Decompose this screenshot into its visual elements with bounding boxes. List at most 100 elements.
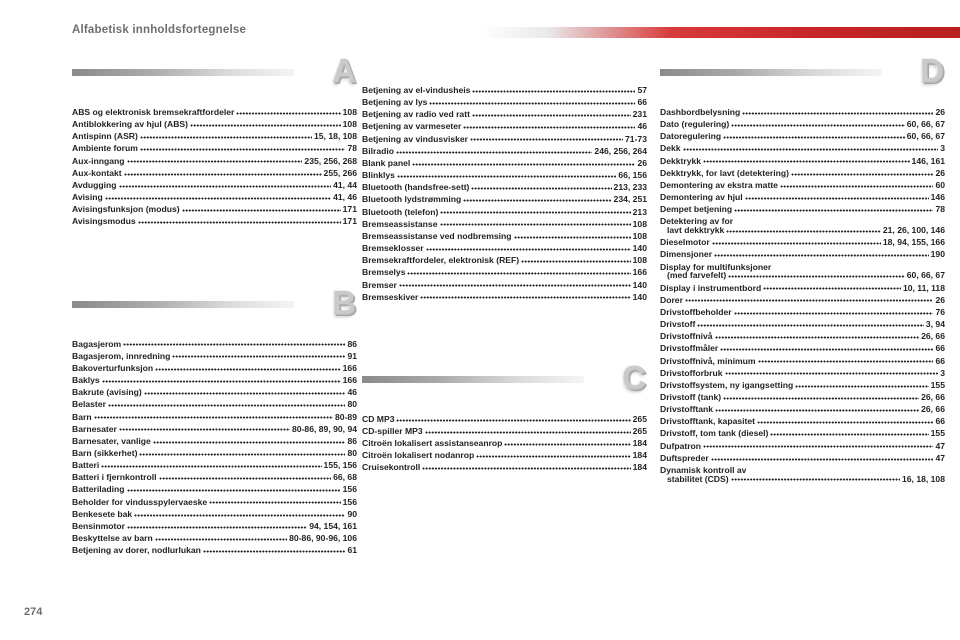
- index-entry: Dorer 26: [660, 294, 945, 305]
- leader-dots: [190, 120, 341, 128]
- index-entry-page: 94, 154, 161: [309, 520, 357, 531]
- leader-dots: [93, 413, 334, 421]
- index-entry: Antiblokkering av hjul (ABS) 108: [72, 120, 357, 129]
- leader-dots: [202, 546, 346, 554]
- index-entry-label: Duftspreder: [660, 452, 709, 463]
- index-entry-page: 184: [632, 450, 647, 461]
- leader-dots: [398, 281, 631, 289]
- index-entry: Drivstoffbeholder 76: [660, 308, 945, 317]
- index-entry-page: 41, 44: [333, 179, 357, 190]
- leader-dots: [425, 244, 631, 252]
- index-entry: Duftspreder 47: [660, 452, 945, 463]
- index-entry: Dekktrykk 146, 161: [660, 155, 945, 166]
- index-entry-label: Dashbordbelysning: [660, 107, 741, 117]
- index-entry-label: Bagasjerom: [72, 338, 122, 349]
- index-entry-label: Bluetooth (telefon): [362, 206, 439, 217]
- index-entry: Ambiente forum 78: [72, 144, 357, 153]
- index-entry-label: Dorer: [660, 294, 683, 305]
- leader-dots: [158, 474, 332, 482]
- index-entry: Drivstoffnivå, minimum 66: [660, 355, 945, 366]
- index-entry-label: Dempet betjening: [660, 204, 733, 215]
- leader-dots: [137, 218, 341, 226]
- index-entry-page: 166: [342, 375, 357, 386]
- leader-dots: [471, 111, 631, 119]
- index-entry-label: Barn: [72, 411, 92, 422]
- leader-dots: [126, 486, 341, 494]
- index-entry-page: 140: [632, 291, 647, 302]
- index-entry: Drivstoff, tom tank (diesel) 155: [660, 429, 945, 438]
- index-entry-page: 26: [637, 157, 647, 168]
- index-entry-page: 66: [637, 97, 647, 108]
- index-entry-page: 166: [632, 267, 647, 278]
- leader-dots: [724, 369, 939, 377]
- index-entry-label: Bluetooth (handsfree-sett): [362, 182, 470, 193]
- index-entry: Aux-kontakt 255, 266: [72, 169, 357, 178]
- index-entry: CD MP3 265: [362, 415, 647, 424]
- index-entry-label: Bakoverturfunksjon: [72, 362, 154, 373]
- index-entry-page: 80-86, 90-96, 106: [289, 533, 357, 544]
- index-entry-page: 171: [342, 204, 357, 215]
- leader-dots: [123, 340, 346, 348]
- index-entry-page: 146, 161: [911, 155, 945, 166]
- leader-dots: [714, 251, 929, 259]
- index-entry: Dekk 3: [660, 144, 945, 153]
- index-entry: Bensinmotor 94, 154, 161: [72, 522, 357, 531]
- index-entry-label-cont: (med farvefelt): [667, 270, 727, 281]
- leader-dots: [470, 135, 624, 143]
- index-entry: Display i instrumentbord 10, 11, 118: [660, 282, 945, 293]
- index-entry-label: Bremseassistanse: [362, 218, 438, 229]
- index-entry-page: 86: [347, 435, 357, 446]
- index-entry-page: 66: [935, 355, 945, 366]
- index-entry-label: Bremser: [362, 279, 397, 290]
- index-entry-label: Baklys: [72, 375, 100, 386]
- index-entry-label: Bremseassistanse ved nodbremsing: [362, 230, 512, 241]
- index-entry: Betjening av lys 66: [362, 98, 647, 107]
- leader-dots: [733, 308, 934, 316]
- index-entry-label: Barnesater, vanlige: [72, 435, 151, 446]
- index-entry: Bagasjerom 86: [72, 338, 357, 349]
- leader-dots: [779, 181, 934, 189]
- index-entry-label: CD-spiller MP3: [362, 425, 423, 436]
- section-spacer: [362, 60, 647, 86]
- index-entry: Betjening av varmeseter 46: [362, 122, 647, 131]
- leader-dots: [710, 454, 934, 462]
- index-entry: Bluetooth (handsfree-sett) 213, 233: [362, 183, 647, 192]
- index-entry: Drivstoffsystem, ny igangsetting 155: [660, 381, 945, 390]
- index-entry: Dempet betjening 78: [660, 205, 945, 214]
- index-entry: Drivstoffnivå 26, 66: [660, 332, 945, 341]
- leader-dots: [127, 522, 308, 530]
- leader-dots: [714, 332, 920, 340]
- index-entry-page: 26, 66: [921, 404, 945, 415]
- leader-dots: [723, 133, 905, 141]
- index-entry: Bremseklosser 140: [362, 244, 647, 253]
- index-entry-page: 265: [632, 413, 647, 424]
- header-accent-bar: [480, 27, 960, 38]
- index-entry-label: Dynamisk kontroll av: [660, 464, 747, 475]
- leader-dots: [155, 364, 341, 372]
- section-gap: [362, 305, 647, 367]
- index-entry-label: Drivstoffsystem, ny igangsetting: [660, 379, 794, 390]
- index-entry: Bremseassistanse ved nodbremsing 108: [362, 232, 647, 241]
- index-entry-page: 255, 266: [323, 167, 357, 178]
- index-entry-page: 10, 11, 118: [902, 282, 945, 293]
- index-entry-label: ABS og elektronisk bremsekraftfordeler: [72, 107, 235, 117]
- index-entry: Dieselmotor 18, 94, 155, 166: [660, 238, 945, 247]
- leader-dots: [407, 269, 631, 277]
- index-entry: Drivstoff 3, 94: [660, 320, 945, 329]
- index-entry-page: 71-73: [625, 133, 647, 144]
- index-entry: Batteri 155, 156: [72, 461, 357, 470]
- section-letter: D: [920, 52, 944, 89]
- index-entry-page: 3: [940, 367, 945, 378]
- leader-dots: [513, 232, 631, 240]
- index-entry-label: Avising: [72, 192, 103, 203]
- index-entry: Bremser 140: [362, 279, 647, 290]
- index-entry-label: Beholder for vindusspylervaeske: [72, 496, 208, 507]
- index-entry-page: 3: [940, 143, 945, 154]
- leader-dots: [209, 498, 341, 506]
- index-entry-page: 61: [347, 545, 357, 556]
- leader-dots: [472, 86, 636, 94]
- index-entry-page: 47: [935, 440, 945, 451]
- index-entry: CD-spiller MP3 265: [362, 427, 647, 436]
- index-entry-label: Aux-inngang: [72, 155, 125, 166]
- index-entry: Detektering av for lavt dekktrykk 21, 26, …: [660, 217, 945, 235]
